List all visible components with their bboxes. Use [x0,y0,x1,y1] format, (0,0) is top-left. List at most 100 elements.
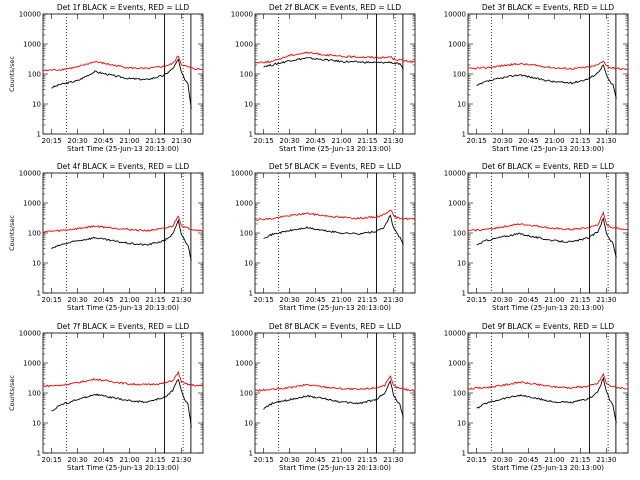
chart-panel-7: Det 7f BLACK = Events, RED = LLD 1 10 100 10… [8,322,204,472]
x-tick-label: 20:30 [68,296,88,304]
x-tick-label: 21:00 [544,137,564,145]
y-tick-label: 10 [457,101,466,109]
plot-frame [467,332,629,454]
x-tick-label: 20:15 [42,296,62,304]
events-series-line [476,217,617,258]
x-tick-label: 21:15 [357,137,377,145]
y-tick-label: 100 [240,390,253,398]
y-tick-label: 100 [28,390,41,398]
x-tick-label: 20:30 [280,296,300,304]
y-axis-label: Counts/sec [8,56,16,92]
events-series-line [51,378,192,428]
chart-panel-8: Det 8f BLACK = Events, RED = LLD 1 10 100 10… [231,322,416,472]
y-tick-label: 100 [240,71,253,79]
plot-frame [254,332,416,454]
x-axis-label: Start Time (25-Jun-13 20:13:00) [67,304,179,312]
x-tick-label: 20:15 [467,296,487,304]
y-tick-label: 10000 [444,11,466,19]
x-tick-label: 20:45 [305,137,325,145]
y-tick-label: 1 [249,131,253,139]
x-tick-label: 21:15 [145,456,165,464]
y-tick-label: 1000 [23,200,41,208]
lld-series-line [467,60,629,71]
chart-panel-1: Det 1f BLACK = Events, RED = LLD 1 10 100 10… [8,3,204,153]
chart-title: Det 3f BLACK = Events, RED = LLD [482,3,615,12]
x-tick-label: 20:15 [467,456,487,464]
y-tick-label: 1 [249,290,253,298]
plot-frame [42,172,204,294]
x-tick-label: 20:45 [93,456,113,464]
events-series-line [263,57,404,70]
x-axis-label: Start Time (25-Jun-13 20:13:00) [492,304,604,312]
y-tick-label: 100 [28,230,41,238]
chart-title: Det 5f BLACK = Events, RED = LLD [269,162,402,171]
y-tick-label: 10 [244,260,253,268]
y-tick-label: 10000 [19,330,41,338]
events-series-line [51,58,192,109]
x-tick-label: 21:00 [331,456,351,464]
y-tick-label: 10000 [19,170,41,178]
y-tick-label: 10000 [444,170,466,178]
x-tick-label: 21:15 [570,456,590,464]
y-tick-label: 100 [453,390,466,398]
x-axis-label: Start Time (25-Jun-13 20:13:00) [492,145,604,153]
x-tick-label: 21:00 [119,137,139,145]
x-tick-label: 21:30 [171,456,191,464]
x-tick-label: 21:30 [171,137,191,145]
x-tick-label: 20:30 [280,456,300,464]
y-tick-label: 100 [240,230,253,238]
lld-series-line [254,51,416,64]
lld-series-line [42,55,204,72]
x-tick-label: 21:30 [383,456,403,464]
chart-title: Det 6f BLACK = Events, RED = LLD [482,162,615,171]
chart-title: Det 4f BLACK = Events, RED = LLD [57,162,190,171]
x-tick-label: 21:15 [570,296,590,304]
y-tick-label: 10 [244,420,253,428]
x-axis-label: Start Time (25-Jun-13 20:13:00) [279,304,391,312]
chart-title: Det 9f BLACK = Events, RED = LLD [482,322,615,331]
x-tick-label: 21:00 [331,137,351,145]
x-tick-label: 21:30 [596,137,616,145]
x-tick-label: 21:15 [145,137,165,145]
x-tick-label: 21:15 [357,296,377,304]
x-tick-label: 20:30 [68,456,88,464]
x-axis-label: Start Time (25-Jun-13 20:13:00) [279,145,391,153]
x-tick-label: 21:30 [383,296,403,304]
y-tick-label: 10000 [231,11,253,19]
y-tick-label: 10 [32,101,41,109]
y-tick-label: 1 [37,290,41,298]
x-tick-label: 21:00 [331,296,351,304]
plot-frame [42,332,204,454]
x-tick-label: 20:15 [42,137,62,145]
y-tick-label: 100 [453,71,466,79]
chart-panel-2: Det 2f BLACK = Events, RED = LLD 1 10 100 10… [231,3,416,153]
x-tick-label: 20:30 [493,456,513,464]
plot-frame [467,13,629,135]
x-tick-label: 21:00 [544,296,564,304]
y-tick-label: 1 [462,450,466,458]
chart-panel-4: Det 4f BLACK = Events, RED = LLD 1 10 100 10… [8,162,204,312]
chart-title: Det 1f BLACK = Events, RED = LLD [57,3,190,12]
y-tick-label: 1000 [235,200,253,208]
y-tick-label: 10 [457,260,466,268]
y-tick-label: 1000 [448,41,466,49]
events-series-line [476,64,617,99]
chart-title: Det 7f BLACK = Events, RED = LLD [57,322,190,331]
x-tick-label: 20:30 [68,137,88,145]
x-axis-label: Start Time (25-Jun-13 20:13:00) [492,464,604,472]
x-tick-label: 21:00 [544,456,564,464]
x-tick-label: 20:30 [493,137,513,145]
x-axis-label: Start Time (25-Jun-13 20:13:00) [67,464,179,472]
x-tick-label: 20:45 [305,296,325,304]
chart-panel-5: Det 5f BLACK = Events, RED = LLD 1 10 100 10… [231,162,416,312]
x-tick-label: 21:30 [383,137,403,145]
x-tick-label: 20:45 [93,137,113,145]
x-tick-label: 21:15 [145,296,165,304]
y-tick-label: 1 [249,450,253,458]
x-tick-label: 20:45 [518,296,538,304]
x-tick-label: 21:15 [570,137,590,145]
y-tick-label: 1 [37,131,41,139]
x-tick-label: 21:30 [596,296,616,304]
plot-frame [467,172,629,294]
y-axis-label: Counts/sec [8,375,16,411]
